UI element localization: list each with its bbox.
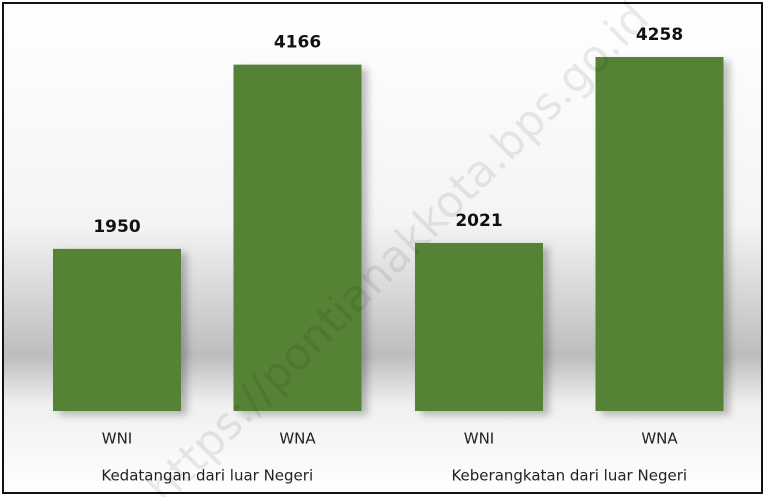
group-label: Keberangkatan dari luar Negeri bbox=[451, 467, 687, 485]
x-tick-label: WNI bbox=[102, 430, 132, 448]
bar bbox=[415, 242, 543, 411]
x-tick-label: WNA bbox=[641, 430, 678, 448]
data-label: 4166 bbox=[274, 33, 321, 53]
bar bbox=[595, 57, 724, 411]
x-tick-label: WNA bbox=[279, 430, 316, 448]
data-label: 2021 bbox=[455, 211, 502, 231]
x-tick-label: WNI bbox=[464, 430, 494, 448]
bar bbox=[53, 248, 181, 411]
data-label: 4258 bbox=[636, 25, 683, 45]
data-label: 1950 bbox=[93, 217, 140, 237]
bar bbox=[233, 64, 362, 412]
group-label: Kedatangan dari luar Negeri bbox=[101, 467, 313, 485]
